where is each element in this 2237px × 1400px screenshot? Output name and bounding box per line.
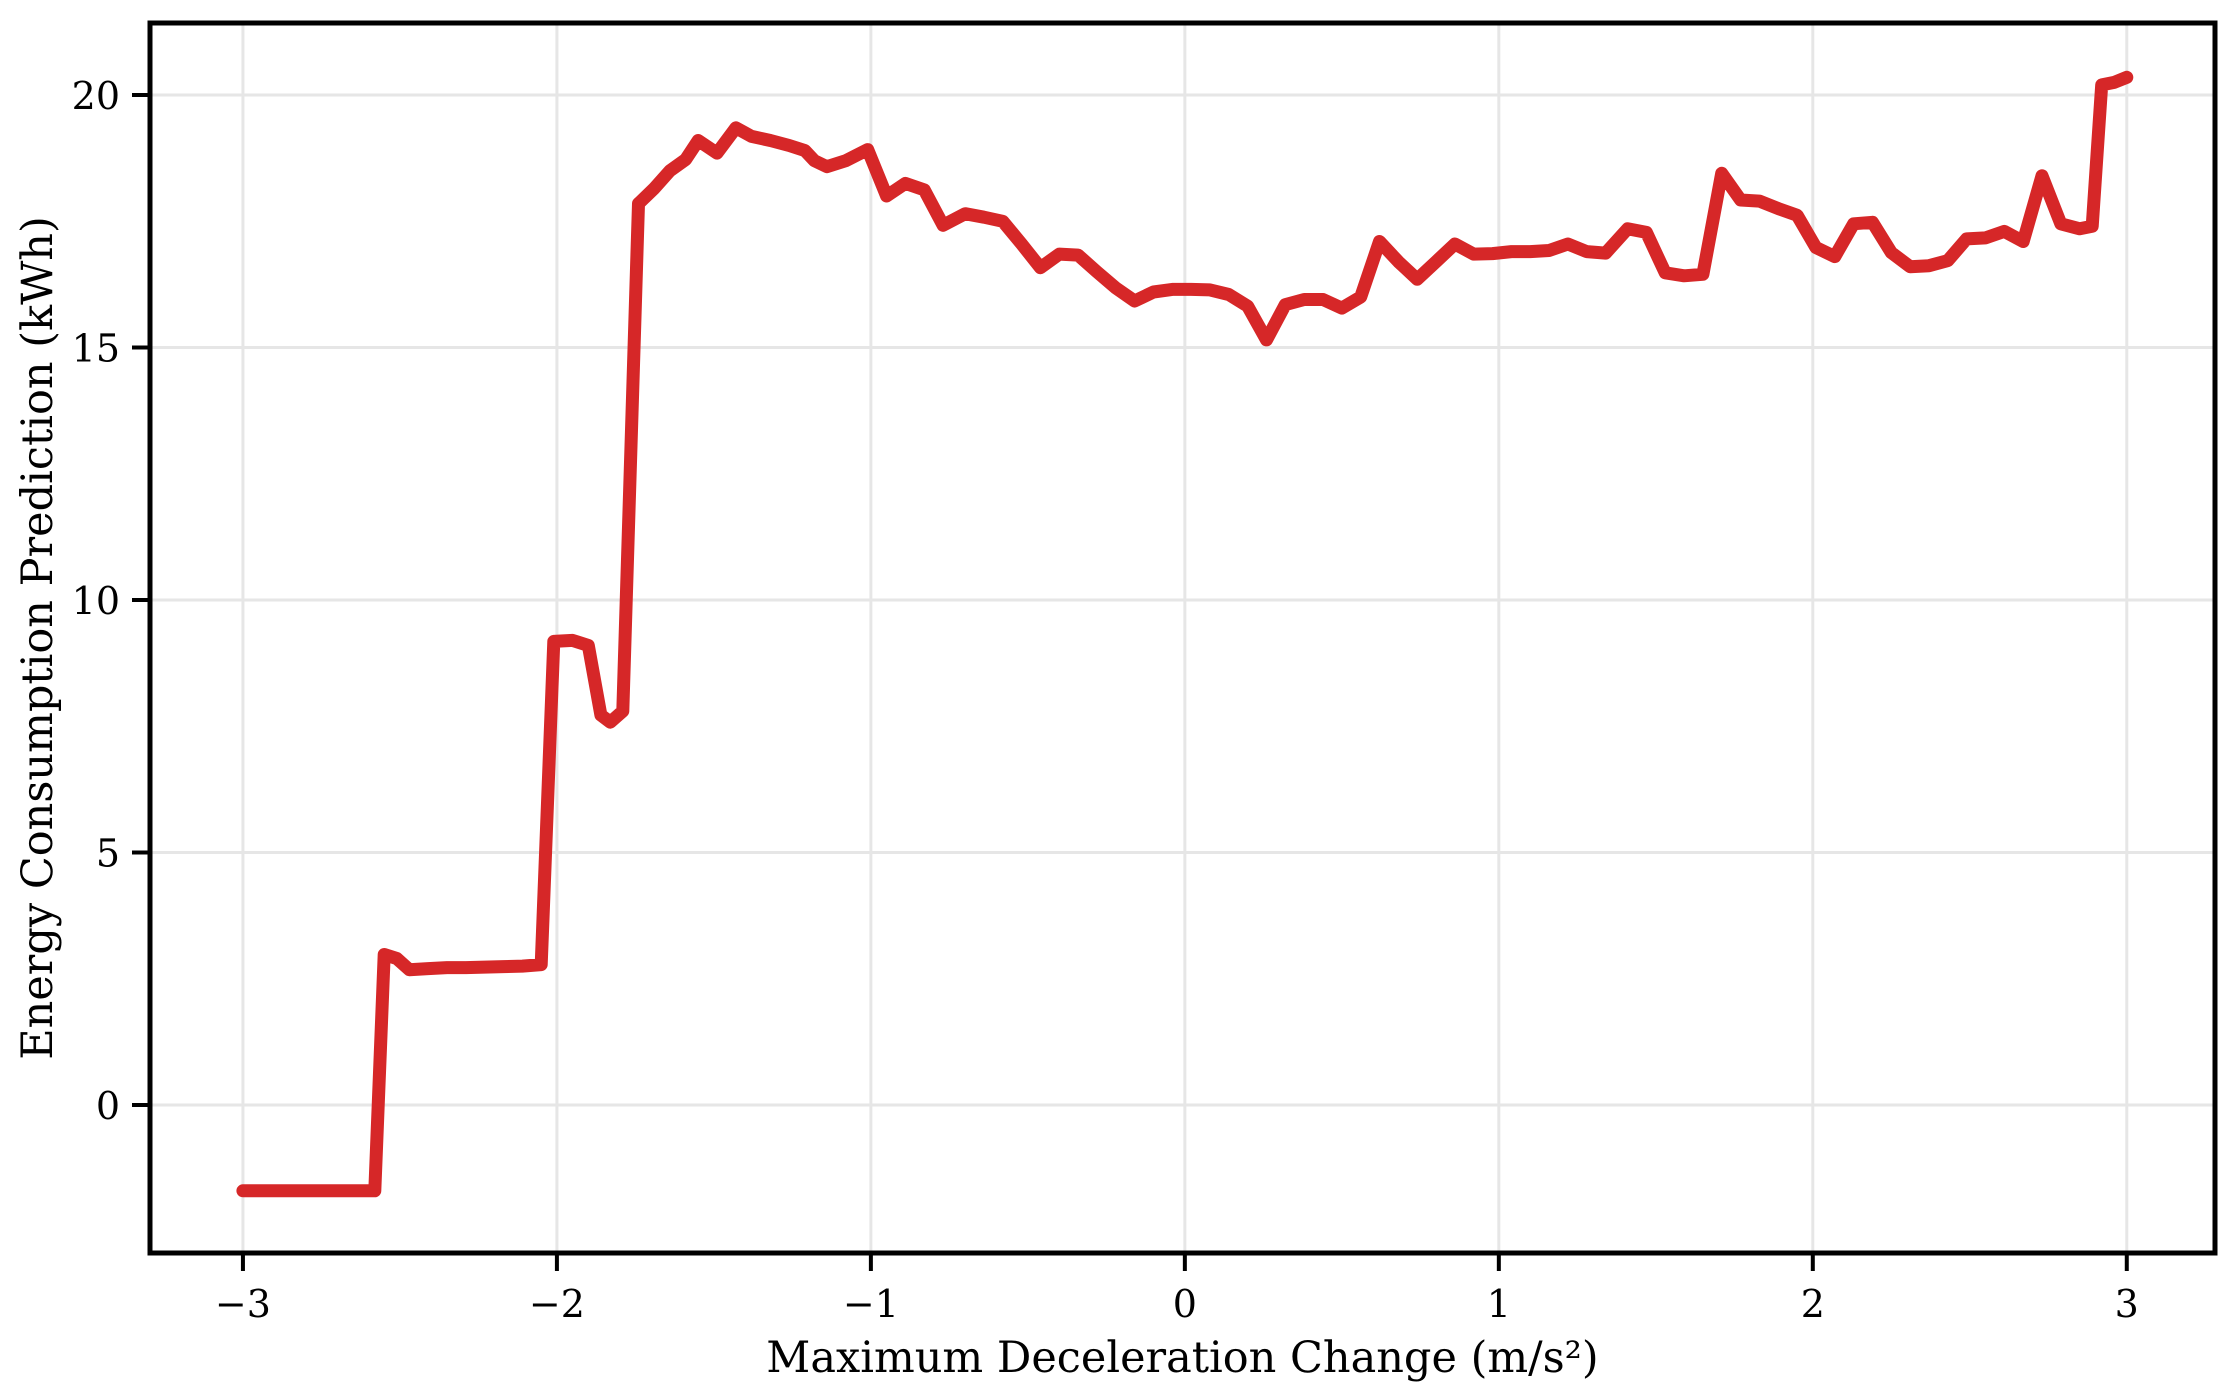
x-axis-label: Maximum Deceleration Change (m/s²) [766, 1333, 1598, 1383]
gridlines [150, 23, 2215, 1253]
data-series [236, 70, 2134, 1198]
y-tick-label: 15 [72, 327, 120, 371]
y-tick-label: 20 [72, 74, 120, 118]
x-tick-label: 2 [1801, 1282, 1825, 1326]
x-tick-label: 1 [1487, 1282, 1511, 1326]
y-tick-label: 0 [96, 1084, 120, 1128]
x-tick-label: 0 [1173, 1282, 1197, 1326]
y-tick-label: 5 [96, 831, 120, 875]
x-tick-label: −1 [843, 1282, 899, 1326]
x-tick-label: 3 [2115, 1282, 2139, 1326]
x-tick-label: −3 [215, 1282, 271, 1326]
y-axis-label: Energy Consumption Prediction (kWh) [13, 216, 63, 1059]
x-tick-label: −2 [529, 1282, 585, 1326]
plot-border [147, 20, 2218, 1256]
energy-consumption-prediction-line [236, 70, 2134, 1198]
axis-ticks [132, 93, 2129, 1271]
y-tick-label: 10 [72, 579, 120, 623]
tick-labels: −3 −2 −1 0 1 2 3 0 5 10 15 20 [72, 74, 2139, 1326]
